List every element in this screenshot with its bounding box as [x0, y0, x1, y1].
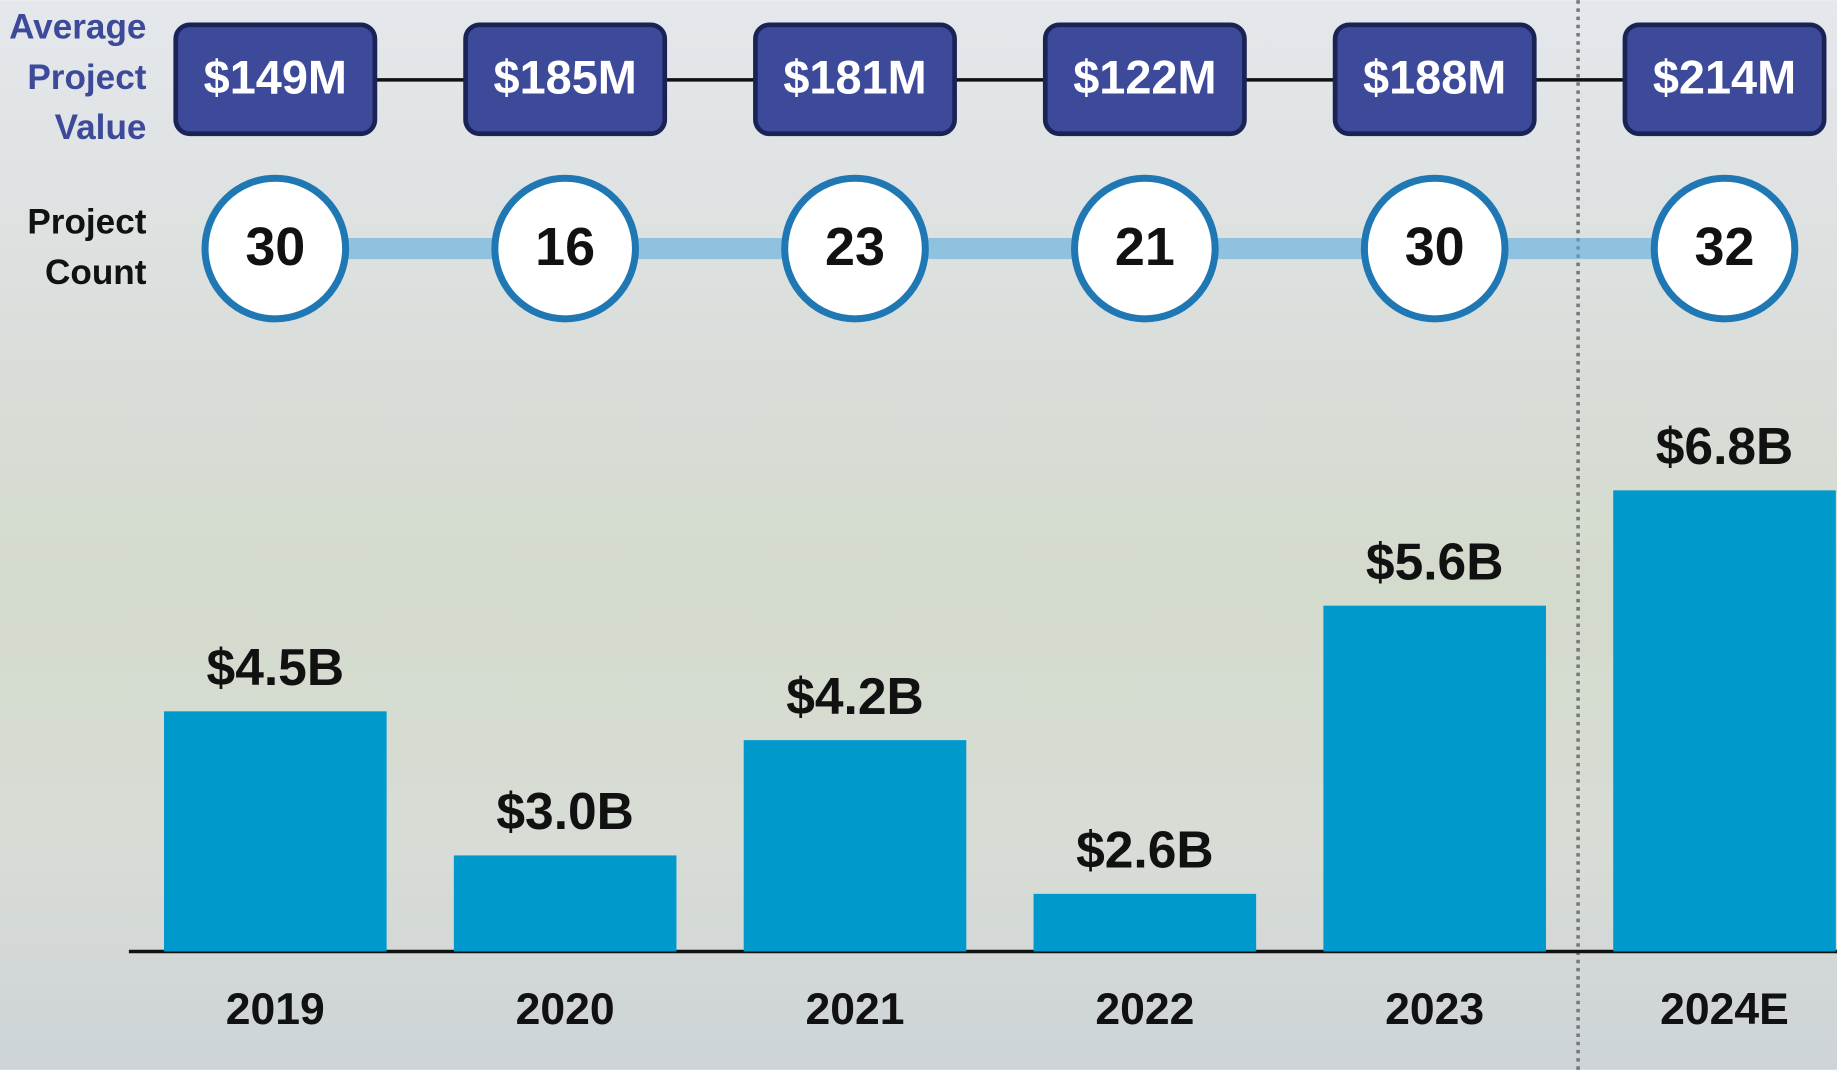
data-label: $4.2B: [786, 667, 924, 725]
value-box-label: $122M: [1073, 51, 1216, 103]
count-label: 30: [245, 217, 305, 277]
x-tick-label: 2021: [806, 985, 905, 1034]
value-box-label: $188M: [1363, 51, 1506, 103]
value-box-label: $185M: [494, 51, 637, 103]
data-label: $6.8B: [1656, 417, 1794, 475]
data-label: $3.0B: [496, 782, 634, 840]
x-tick-label: 2023: [1385, 985, 1484, 1034]
chart: AverageProjectValue$149M$185M$181M$122M$…: [0, 0, 1837, 1070]
x-tick-label: 2019: [226, 985, 325, 1034]
count-label: 23: [825, 217, 885, 277]
x-tick-label: 2022: [1095, 985, 1194, 1034]
bar: [454, 855, 677, 951]
count-label: 21: [1115, 217, 1175, 277]
bar: [1323, 606, 1546, 952]
value-box-label: $149M: [204, 51, 347, 103]
count-label: 30: [1405, 217, 1465, 277]
count-label: 16: [535, 217, 595, 277]
bar: [1613, 490, 1836, 951]
x-tick-label: 2020: [516, 985, 615, 1034]
data-label: $2.6B: [1076, 821, 1214, 879]
value-box-label: $181M: [783, 51, 926, 103]
bar: [164, 711, 387, 951]
data-label: $5.6B: [1366, 532, 1504, 590]
value-box-label: $214M: [1653, 51, 1796, 103]
count-label: 32: [1695, 217, 1755, 277]
bar: [1034, 894, 1257, 952]
data-label: $4.5B: [207, 638, 345, 696]
bar: [744, 740, 967, 951]
x-tick-label: 2024E: [1660, 985, 1789, 1034]
